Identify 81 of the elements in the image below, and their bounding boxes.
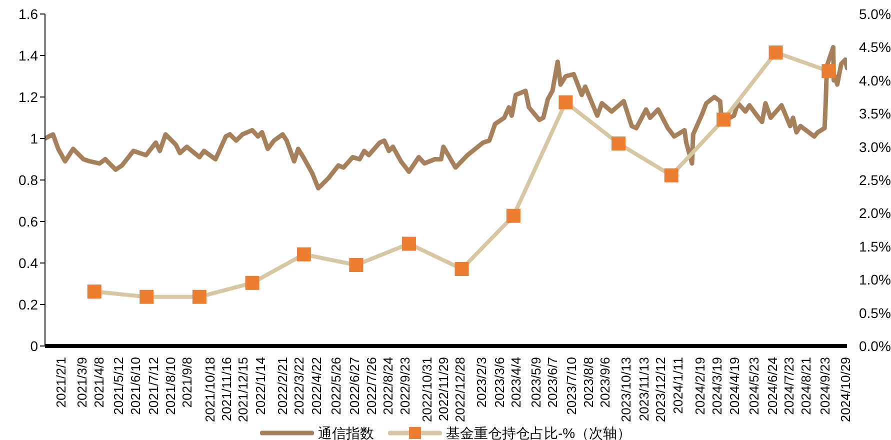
- x-tick-label: 2021/12/15: [236, 357, 251, 422]
- point: [454, 262, 469, 276]
- x-tick-label: 2022/8/24: [380, 357, 396, 415]
- line-series: [45, 44, 847, 191]
- point: [664, 168, 678, 182]
- x-tick-label: 2023/12/12: [653, 357, 668, 422]
- x-tick-label: 2023/11/13: [636, 357, 652, 422]
- x-tick-label: 2022/7/26: [364, 357, 379, 415]
- x-tick-label: 2024/9/23: [817, 357, 832, 415]
- point: [716, 112, 731, 127]
- y2-tick-label: 4.0%: [859, 72, 891, 88]
- y-tick-label: 0.6: [18, 213, 38, 230]
- x-tick-label: 2021/10/18: [202, 357, 218, 422]
- x-tick-label: 2022/9/23: [398, 357, 413, 415]
- y-tick-label: 1.6: [18, 6, 38, 22]
- x-tick-label: 2022/10/31: [419, 357, 434, 422]
- x-tick-label: 2023/8/8: [580, 357, 596, 408]
- x-tick-label: 2023/10/13: [618, 357, 634, 422]
- point: [245, 276, 260, 290]
- x-tick-label: 2022/11/29: [436, 357, 452, 422]
- x-tick-label: 2021/2/1: [54, 357, 69, 408]
- x-tick-label: 2024/10/29: [838, 357, 853, 422]
- x-tick-label: 2024/8/21: [798, 357, 814, 415]
- y2-tick-label: 4.5%: [859, 39, 891, 56]
- y-tick-label: 0.4: [18, 254, 38, 271]
- x-tick-label: 2022/4/22: [309, 357, 324, 415]
- point: [140, 290, 154, 304]
- x-tick-label: 2021/11/16: [219, 357, 234, 422]
- y-tick-label: 0.2: [18, 296, 38, 312]
- y2-tick-label: 0.5%: [859, 304, 891, 321]
- x-tick-label: 2023/2/3: [474, 357, 489, 408]
- x-tick-label: 2021/7/12: [146, 357, 162, 415]
- x-tick-label: 2022/5/26: [328, 357, 344, 415]
- y2-tick-label: 0.0%: [859, 338, 891, 354]
- y-tick-label: 1.4: [18, 47, 38, 64]
- x-tick-label: 2021/3/9: [74, 357, 90, 408]
- x-tick-label: 2023/5/9: [528, 357, 544, 408]
- x-tick-label: 2024/7/23: [782, 357, 797, 415]
- x-tick-label: 2021/5/12: [111, 357, 126, 415]
- y2-tick-label: 3.0%: [859, 138, 891, 155]
- x-tick-label: 2024/2/19: [692, 357, 708, 415]
- y-tick-label: 1: [30, 130, 38, 146]
- x-tick-label: 2023/3/6: [492, 357, 507, 408]
- y-tick-label: 0.8: [18, 172, 38, 188]
- x-tick-label: 2024/4/19: [727, 357, 742, 415]
- x-tick-label: 2024/3/19: [709, 357, 724, 415]
- x-tick-label: 2023/7/10: [564, 357, 580, 415]
- point: [558, 95, 573, 110]
- y2-tick-label: 1.0%: [859, 272, 891, 288]
- point: [822, 64, 836, 78]
- x-tick-label: 2023/9/6: [597, 357, 612, 408]
- point: [402, 236, 416, 251]
- x-tick-label: 2024/1/11: [670, 357, 686, 414]
- x-tick-label: 2021/6/10: [128, 357, 143, 415]
- point: [768, 46, 783, 60]
- y2-tick-label: 2.5%: [859, 172, 891, 188]
- x-tick-label: 2022/3/22: [291, 357, 306, 415]
- point: [87, 284, 102, 299]
- x-tick-label: 2023/6/7: [545, 357, 560, 408]
- point: [506, 208, 520, 223]
- point: [192, 290, 206, 304]
- x-tick-label: 2023/4/4: [508, 357, 524, 408]
- x-tick-label: 2022/2/21: [274, 357, 290, 415]
- y2-tick-label: 2.0%: [859, 205, 891, 222]
- x-tick-label: 2021/9/8: [179, 357, 194, 408]
- y2-tick-label: 1.5%: [859, 238, 891, 254]
- y-tick-label: 1.2: [18, 88, 38, 105]
- x-tick-label: 2024/5/23: [746, 357, 762, 415]
- y2-tick-label: 3.5%: [859, 106, 891, 122]
- point: [349, 258, 364, 272]
- y-tick-label: 0: [30, 338, 38, 354]
- point: [612, 136, 626, 150]
- x-tick-label: 2021/8/10: [162, 357, 178, 415]
- x-tick-label: 2022/1/14: [252, 357, 268, 415]
- x-tick-label: 2022/12/28: [452, 357, 468, 422]
- x-tick-label: 2021/4/8: [92, 357, 107, 408]
- x-tick-label: 2024/6/24: [765, 357, 780, 415]
- y2-tick-label: 5.0%: [859, 6, 891, 22]
- x-tick-label: 2022/6/27: [347, 357, 362, 415]
- point: [296, 247, 311, 262]
- legend-label: 通信指数: [318, 425, 374, 440]
